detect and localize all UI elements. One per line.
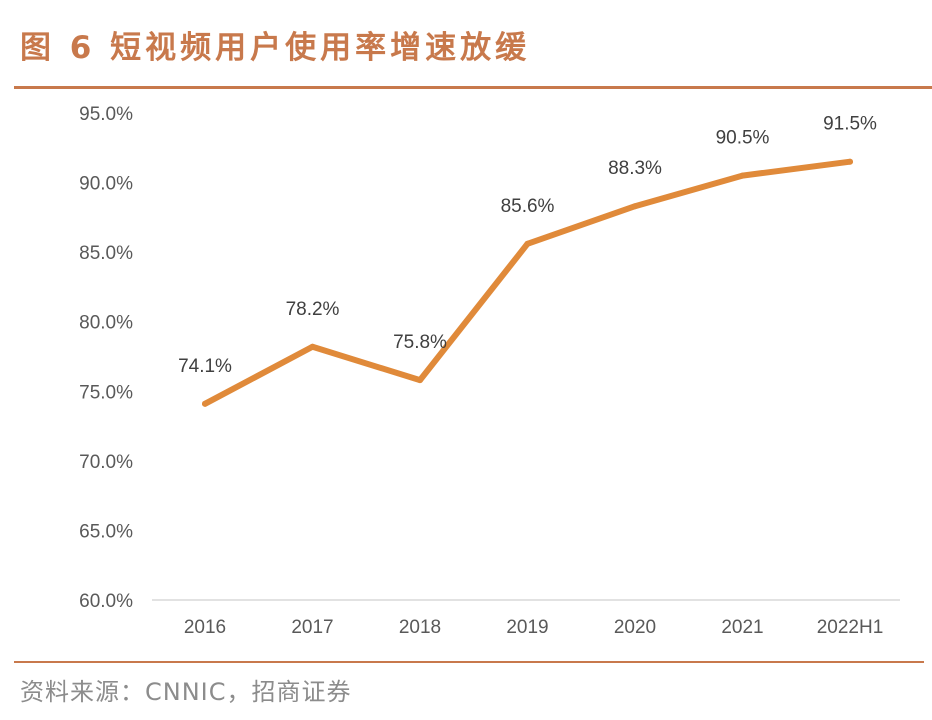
y-axis-tick-labels: 60.0% 65.0% 70.0% 75.0% 80.0% 85.0% 90.0% 95.0%	[79, 104, 133, 612]
y-tick-label: 60.0%	[79, 591, 133, 612]
data-label: 78.2%	[286, 299, 340, 320]
data-point	[309, 343, 316, 350]
x-axis-tick-labels: 2016 2017 2018 2019 2020 2021 2022H1	[184, 617, 883, 638]
y-tick-label: 65.0%	[79, 521, 133, 542]
data-point	[739, 172, 746, 179]
data-points	[202, 158, 853, 407]
x-tick-label: 2016	[184, 617, 226, 638]
x-tick-label: 2021	[721, 617, 763, 638]
y-tick-label: 75.0%	[79, 382, 133, 403]
source-divider	[14, 661, 924, 663]
x-tick-label: 2022H1	[817, 617, 884, 638]
line-chart: 60.0% 65.0% 70.0% 75.0% 80.0% 85.0% 90.0% 95.0%…	[79, 104, 900, 638]
data-label: 75.8%	[393, 332, 447, 353]
data-point	[524, 240, 531, 247]
data-label: 91.5%	[823, 114, 877, 135]
title-underline	[14, 86, 932, 89]
data-labels: 74.1% 78.2% 75.8% 85.6% 88.3% 90.5% 91.5%	[178, 114, 877, 377]
y-tick-label: 90.0%	[79, 174, 133, 195]
data-label: 88.3%	[608, 158, 662, 179]
data-point	[202, 400, 208, 407]
data-point	[417, 377, 423, 384]
y-tick-label: 80.0%	[79, 313, 133, 334]
data-label: 90.5%	[716, 128, 770, 149]
data-label: 74.1%	[178, 356, 232, 377]
data-point	[847, 158, 853, 165]
y-tick-label: 95.0%	[79, 104, 133, 125]
source-note: 资料来源：CNNIC，招商证券	[20, 678, 352, 706]
x-tick-label: 2018	[399, 617, 441, 638]
x-tick-label: 2017	[291, 617, 333, 638]
chart-title: 图 6 短视频用户使用率增速放缓	[20, 30, 531, 66]
y-tick-label: 85.0%	[79, 243, 133, 264]
x-tick-label: 2019	[506, 617, 548, 638]
data-label: 85.6%	[501, 196, 555, 217]
data-point	[632, 203, 638, 210]
x-tick-label: 2020	[614, 617, 656, 638]
y-tick-label: 70.0%	[79, 452, 133, 473]
